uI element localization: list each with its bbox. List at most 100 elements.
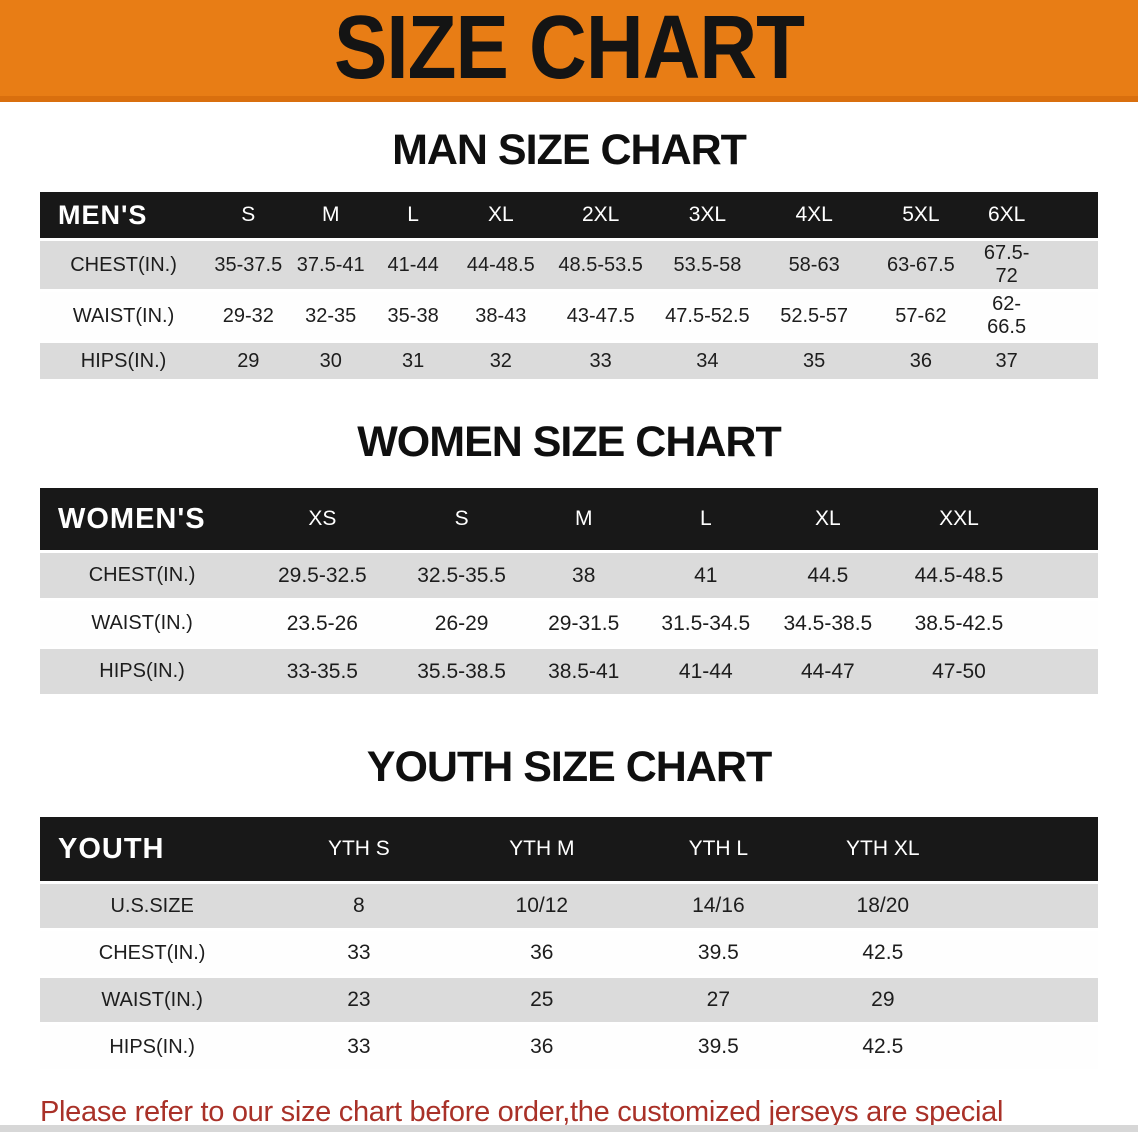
size-value-cell: 42.5 — [806, 931, 1098, 975]
section-heading-women: WOMEN SIZE CHART — [357, 418, 782, 466]
size-value-cell: 18/20 — [806, 884, 1098, 928]
size-column-header: S — [400, 488, 523, 550]
row-label: WAIST(IN.) — [40, 978, 265, 1022]
size-value-cell: 36 — [867, 343, 975, 379]
women-size-table: WOMEN'S XS S M L XL XXL CHEST(IN.) 29.5-32.5 32.5… — [40, 485, 1098, 697]
size-value-cell: 39.5 — [630, 931, 807, 975]
size-column-header: YTH M — [453, 817, 631, 881]
table-row: CHEST(IN.) 35-37.5 37.5-41 41-44 44-48.5 48.5… — [40, 241, 1098, 289]
size-value-cell: 8 — [264, 884, 454, 928]
row-label: HIPS(IN.) — [40, 343, 208, 379]
size-value-cell: 33 — [547, 343, 655, 379]
size-value-cell: 43-47.5 — [547, 292, 655, 340]
size-column-header: 2XL — [547, 192, 655, 238]
table-row: U.S.SIZE 8 10/12 14/16 18/20 — [40, 884, 1098, 928]
size-column-header: XL — [766, 488, 889, 550]
table-row: WAIST(IN.) 29-32 32-35 35-38 38-43 43-47.5 47.… — [40, 292, 1098, 340]
size-column-header: 4XL — [760, 192, 868, 238]
size-value-cell: 33-35.5 — [244, 649, 401, 694]
row-label: U.S.SIZE — [40, 884, 265, 928]
banner-title: SIZE CHART — [334, 0, 805, 98]
size-value-cell: 38 — [522, 553, 645, 598]
size-value-cell: 38.5-42.5 — [888, 601, 1098, 646]
size-value-cell: 35 — [760, 343, 868, 379]
size-value-cell: 31.5-34.5 — [644, 601, 767, 646]
bottom-edge-strip — [0, 1125, 1138, 1132]
size-value-cell: 44.5 — [766, 553, 889, 598]
size-column-header: M — [522, 488, 645, 550]
size-value-cell: 33 — [264, 931, 454, 975]
size-value-cell: 34.5-38.5 — [766, 601, 889, 646]
table-header-row: MEN'S S M L XL 2XL 3XL 4XL 5XL 6XL — [40, 192, 1098, 238]
size-value-cell: 31 — [371, 343, 455, 379]
size-value-cell: 32-35 — [289, 292, 372, 340]
size-value-cell: 29-32 — [207, 292, 290, 340]
size-value-cell: 38-43 — [454, 292, 548, 340]
section-heading-men: MAN SIZE CHART — [392, 126, 747, 174]
size-value-cell: 25 — [453, 978, 631, 1022]
size-value-cell: 62-66.5 — [974, 292, 1098, 340]
table-row: WAIST(IN.) 23.5-26 26-29 29-31.5 31.5-34.5 34… — [40, 601, 1098, 646]
size-value-cell: 35-37.5 — [207, 241, 290, 289]
table-row: HIPS(IN.) 33-35.5 35.5-38.5 38.5-41 41-44 44-… — [40, 649, 1098, 694]
row-label: CHEST(IN.) — [40, 553, 245, 598]
size-value-cell: 48.5-53.5 — [547, 241, 655, 289]
size-value-cell: 57-62 — [867, 292, 975, 340]
disclaimer-text: Please refer to our size chart before or… — [40, 1090, 1108, 1132]
table-row: HIPS(IN.) 33 36 39.5 42.5 — [40, 1025, 1098, 1069]
table-row: WAIST(IN.) 23 25 27 29 — [40, 978, 1098, 1022]
size-value-cell: 58-63 — [760, 241, 868, 289]
size-value-cell: 32.5-35.5 — [400, 553, 523, 598]
size-value-cell: 41-44 — [371, 241, 455, 289]
size-value-cell: 47.5-52.5 — [654, 292, 761, 340]
size-column-header: YTH L — [630, 817, 807, 881]
size-value-cell: 29.5-32.5 — [244, 553, 401, 598]
size-column-header: XL — [454, 192, 548, 238]
section-heading-youth: YOUTH SIZE CHART — [366, 743, 772, 791]
size-value-cell: 44.5-48.5 — [888, 553, 1098, 598]
size-value-cell: 41 — [644, 553, 767, 598]
row-label: HIPS(IN.) — [40, 649, 245, 694]
disclaimer-line-1: Please refer to our size chart before or… — [40, 1096, 1004, 1128]
size-value-cell: 30 — [289, 343, 372, 379]
size-value-cell: 41-44 — [644, 649, 767, 694]
size-value-cell: 33 — [264, 1025, 454, 1069]
size-value-cell: 47-50 — [888, 649, 1098, 694]
size-value-cell: 23.5-26 — [244, 601, 401, 646]
size-value-cell: 34 — [654, 343, 761, 379]
table-header-row: YOUTH YTH S YTH M YTH L YTH XL — [40, 817, 1098, 881]
size-column-header: L — [644, 488, 767, 550]
youth-size-table: YOUTH YTH S YTH M YTH L YTH XL U.S.SIZE 8 10/12… — [40, 814, 1098, 1072]
size-value-cell: 42.5 — [806, 1025, 1098, 1069]
size-value-cell: 38.5-41 — [522, 649, 645, 694]
size-value-cell: 35-38 — [371, 292, 455, 340]
size-column-header: S — [207, 192, 290, 238]
size-column-header: 5XL — [867, 192, 975, 238]
size-column-header: L — [371, 192, 455, 238]
row-label: CHEST(IN.) — [40, 241, 208, 289]
size-value-cell: 29-31.5 — [522, 601, 645, 646]
size-value-cell: 23 — [264, 978, 454, 1022]
table-row: CHEST(IN.) 33 36 39.5 42.5 — [40, 931, 1098, 975]
size-column-header: YTH S — [264, 817, 454, 881]
size-column-header: XXL — [888, 488, 1098, 550]
size-value-cell: 10/12 — [453, 884, 631, 928]
table-header-row: WOMEN'S XS S M L XL XXL — [40, 488, 1098, 550]
size-value-cell: 67.5-72 — [974, 241, 1098, 289]
size-column-header: 3XL — [654, 192, 761, 238]
size-value-cell: 36 — [453, 1025, 631, 1069]
size-value-cell: 37 — [974, 343, 1098, 379]
size-value-cell: 32 — [454, 343, 548, 379]
size-value-cell: 44-47 — [766, 649, 889, 694]
size-value-cell: 53.5-58 — [654, 241, 761, 289]
size-value-cell: 14/16 — [630, 884, 807, 928]
size-value-cell: 27 — [630, 978, 807, 1022]
size-value-cell: 44-48.5 — [454, 241, 548, 289]
table-corner-label: MEN'S — [40, 192, 208, 238]
row-label: WAIST(IN.) — [40, 292, 208, 340]
size-value-cell: 36 — [453, 931, 631, 975]
table-corner-label: WOMEN'S — [40, 488, 245, 550]
size-value-cell: 26-29 — [400, 601, 523, 646]
size-column-header: YTH XL — [806, 817, 1098, 881]
size-value-cell: 63-67.5 — [867, 241, 975, 289]
